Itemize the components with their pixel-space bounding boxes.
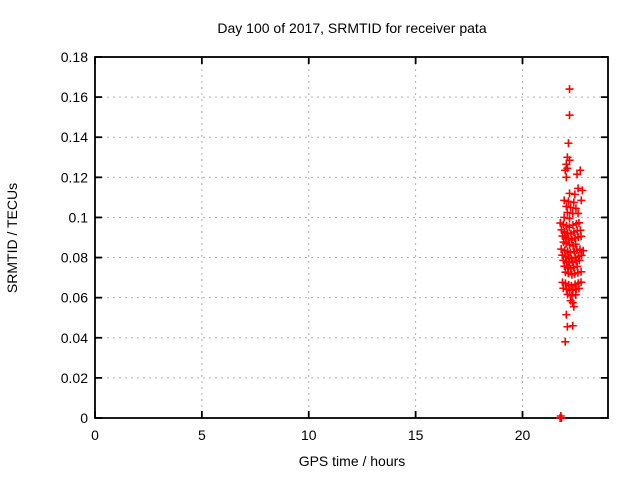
data-point-marker: [562, 160, 571, 169]
data-point-marker: [571, 290, 580, 299]
y-tick-label: 0.06: [61, 290, 88, 306]
data-point-marker: [561, 166, 570, 175]
data-point-marker: [574, 184, 583, 193]
data-point-marker: [566, 203, 575, 212]
data-point-marker: [576, 166, 585, 175]
data-point-marker: [564, 139, 573, 148]
data-point-marker: [564, 197, 573, 206]
data-point-marker: [574, 284, 583, 293]
chart-title: Day 100 of 2017, SRMTID for receiver pat…: [217, 20, 486, 36]
x-tick-label: 15: [408, 427, 424, 443]
data-point-marker: [562, 173, 571, 182]
data-point-marker: [567, 281, 576, 290]
y-tick-label: 0.16: [61, 89, 88, 105]
data-point-marker: [573, 170, 582, 179]
data-point-marker: [569, 263, 578, 272]
data-point-marker: [577, 278, 586, 287]
data-point-marker: [575, 256, 584, 265]
data-point-marker: [556, 411, 565, 420]
data-point-marker: [568, 298, 577, 307]
y-tick-label: 0.14: [61, 129, 88, 145]
y-tick-label: 0.1: [69, 209, 89, 225]
y-tick-label: 0.12: [61, 169, 88, 185]
grid-lines: [95, 57, 608, 418]
x-tick-label: 10: [301, 427, 317, 443]
data-point-marker: [568, 258, 577, 267]
data-point-marker: [563, 208, 572, 217]
data-point-marker: [579, 246, 588, 255]
y-tick-label: 0.02: [61, 370, 88, 386]
x-tick-label: 5: [198, 427, 206, 443]
y-tick-label: 0.08: [61, 250, 88, 266]
data-point-marker: [567, 291, 576, 300]
data-point-marker: [562, 202, 571, 211]
data-point-marker: [574, 218, 583, 227]
axis-ticks: [94, 56, 608, 419]
y-tick-labels: 0 0.02 0.04 0.06 0.08 0.1 0.12 0.14 0.16 0.18: [61, 49, 88, 426]
data-points: [556, 85, 588, 422]
x-tick-labels: 0 5 10 15 20: [91, 427, 530, 443]
y-tick-label: 0.04: [61, 330, 88, 346]
data-point-marker: [570, 190, 579, 199]
data-point-marker: [565, 214, 574, 223]
data-point-marker: [563, 322, 572, 331]
data-point-marker: [563, 290, 572, 299]
y-axis-label: SRMTID / TECUs: [4, 183, 20, 293]
data-point-marker: [565, 189, 574, 198]
data-point-marker: [565, 85, 574, 94]
data-point-marker: [560, 213, 569, 222]
data-point-marker: [571, 204, 580, 213]
data-point-marker: [574, 209, 583, 218]
data-point-marker: [563, 229, 572, 238]
data-point-marker: [571, 240, 580, 249]
data-point-marker: [564, 234, 573, 243]
data-point-marker: [561, 337, 570, 346]
x-tick-label: 20: [515, 427, 531, 443]
data-point-marker: [578, 186, 587, 195]
y-tick-label: 0.18: [61, 49, 88, 65]
data-point-marker: [560, 196, 569, 205]
data-point-marker: [565, 111, 574, 120]
y-tick-label: 0: [80, 410, 88, 426]
data-point-marker: [577, 267, 586, 276]
data-point-marker: [577, 251, 586, 260]
plot-border: [94, 56, 609, 419]
data-point-marker: [569, 198, 578, 207]
data-point-marker: [577, 196, 586, 205]
data-point-marker: [568, 321, 577, 330]
data-point-marker: [569, 302, 578, 311]
x-axis-label: GPS time / hours: [299, 453, 406, 469]
data-point-marker: [562, 310, 571, 319]
data-point-marker: [566, 248, 575, 257]
data-point-marker: [577, 232, 586, 241]
x-tick-label: 0: [91, 427, 99, 443]
data-point-marker: [562, 239, 571, 248]
data-point-marker: [565, 156, 574, 165]
